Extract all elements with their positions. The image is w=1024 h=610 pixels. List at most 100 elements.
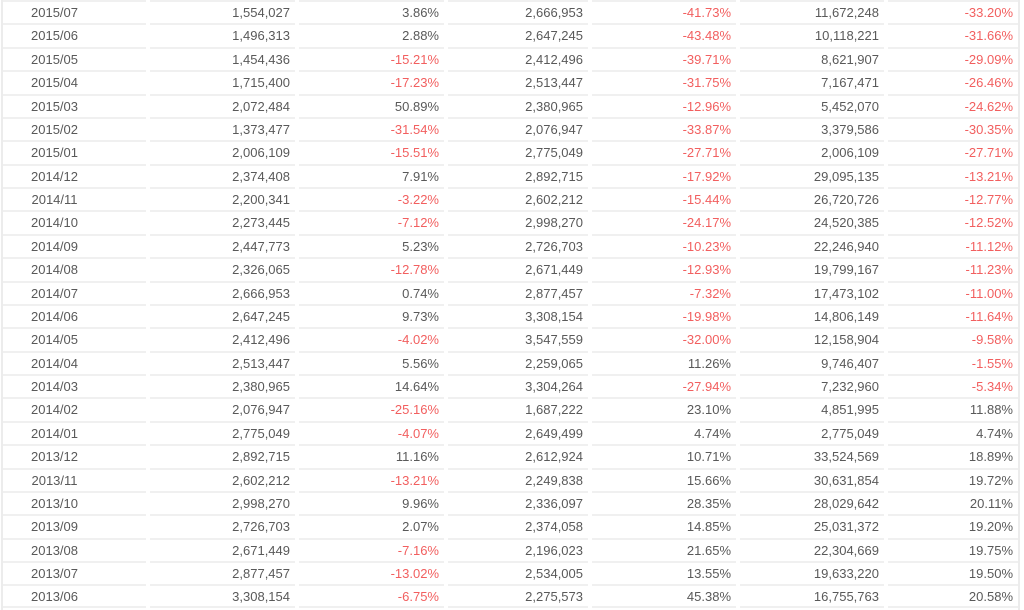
table-row: 2015/04 1,715,400 -17.23% 2,513,447 -31.… [3,70,1018,93]
date-cell: 2014/12 [3,163,146,187]
percent-cell-3: 11.88% [888,397,1018,420]
value-cell-2: 2,726,703 [448,233,588,257]
value-cell-1: 2,726,703 [150,514,295,537]
percent-cell-1: -7.12% [299,210,444,233]
value-cell-2: 2,374,058 [448,514,588,537]
value-cell-1: 2,602,212 [150,467,295,491]
table-row: 2014/02 2,076,947 -25.16% 1,687,222 23.1… [3,397,1018,420]
table-row: 2013/11 2,602,212 -13.21% 2,249,838 15.6… [3,467,1018,491]
date-cell: 2015/01 [3,140,146,163]
value-cell-2: 2,259,065 [448,350,588,374]
table-row: 2015/03 2,072,484 50.89% 2,380,965 -12.9… [3,93,1018,117]
date-cell: 2015/02 [3,116,146,140]
value-cell-1: 2,892,715 [150,444,295,467]
percent-cell-3: -13.21% [888,163,1018,187]
date-cell: 2014/01 [3,420,146,444]
value-cell-1: 2,326,065 [150,257,295,280]
percent-cell-3: 19.50% [888,561,1018,584]
value-cell-3: 9,746,407 [740,350,884,374]
value-cell-3: 16,755,763 [740,584,884,608]
percent-cell-1: 5.56% [299,350,444,374]
value-cell-1: 3,308,154 [150,584,295,608]
value-cell-2: 2,892,715 [448,163,588,187]
value-cell-2: 2,775,049 [448,140,588,163]
table-body: 2015/07 1,554,027 3.86% 2,666,953 -41.73… [3,0,1018,608]
table-row: 2014/05 2,412,496 -4.02% 3,547,559 -32.0… [3,327,1018,350]
value-cell-2: 2,612,924 [448,444,588,467]
value-cell-3: 4,851,995 [740,397,884,420]
percent-cell-2: -7.32% [592,280,736,304]
value-cell-2: 2,647,245 [448,23,588,46]
percent-cell-1: -15.51% [299,140,444,163]
percent-cell-1: -13.21% [299,467,444,491]
date-cell: 2013/11 [3,467,146,491]
percent-cell-2: 45.38% [592,584,736,608]
percent-cell-3: -1.55% [888,350,1018,374]
date-cell: 2014/05 [3,327,146,350]
value-cell-1: 2,998,270 [150,490,295,514]
percent-cell-2: 10.71% [592,444,736,467]
table-row: 2014/01 2,775,049 -4.07% 2,649,499 4.74%… [3,420,1018,444]
percent-cell-1: -12.78% [299,257,444,280]
percent-cell-3: 20.58% [888,584,1018,608]
percent-cell-2: -24.17% [592,210,736,233]
percent-cell-3: -24.62% [888,93,1018,117]
value-cell-3: 7,232,960 [740,374,884,397]
value-cell-3: 30,631,854 [740,467,884,491]
percent-cell-3: -33.20% [888,0,1018,23]
percent-cell-2: -33.87% [592,116,736,140]
table-row: 2013/06 3,308,154 -6.75% 2,275,573 45.38… [3,584,1018,608]
value-cell-2: 2,196,023 [448,537,588,561]
date-cell: 2014/11 [3,187,146,210]
value-cell-1: 2,374,408 [150,163,295,187]
value-cell-1: 2,666,953 [150,280,295,304]
table-row: 2013/09 2,726,703 2.07% 2,374,058 14.85%… [3,514,1018,537]
percent-cell-2: 21.65% [592,537,736,561]
percent-cell-2: 13.55% [592,561,736,584]
value-cell-1: 2,380,965 [150,374,295,397]
percent-cell-1: 0.74% [299,280,444,304]
date-cell: 2015/06 [3,23,146,46]
value-cell-1: 2,647,245 [150,303,295,327]
value-cell-1: 2,006,109 [150,140,295,163]
table-row: 2015/01 2,006,109 -15.51% 2,775,049 -27.… [3,140,1018,163]
percent-cell-3: -11.23% [888,257,1018,280]
value-cell-3: 25,031,372 [740,514,884,537]
percent-cell-1: 14.64% [299,374,444,397]
percent-cell-3: -31.66% [888,23,1018,46]
percent-cell-3: 19.20% [888,514,1018,537]
value-cell-1: 2,447,773 [150,233,295,257]
value-cell-2: 2,275,573 [448,584,588,608]
percent-cell-1: 3.86% [299,0,444,23]
value-cell-1: 1,715,400 [150,70,295,93]
value-cell-3: 12,158,904 [740,327,884,350]
value-cell-2: 2,336,097 [448,490,588,514]
percent-cell-3: -11.64% [888,303,1018,327]
percent-cell-2: 11.26% [592,350,736,374]
value-cell-1: 2,775,049 [150,420,295,444]
value-cell-3: 14,806,149 [740,303,884,327]
percent-cell-3: -12.77% [888,187,1018,210]
value-cell-3: 19,799,167 [740,257,884,280]
percent-cell-2: -15.44% [592,187,736,210]
date-cell: 2014/06 [3,303,146,327]
value-cell-2: 2,602,212 [448,187,588,210]
value-cell-2: 2,666,953 [448,0,588,23]
percent-cell-2: -32.00% [592,327,736,350]
value-cell-1: 2,671,449 [150,537,295,561]
date-cell: 2014/09 [3,233,146,257]
value-cell-1: 1,454,436 [150,46,295,70]
value-cell-3: 17,473,102 [740,280,884,304]
date-cell: 2014/03 [3,374,146,397]
value-cell-1: 2,076,947 [150,397,295,420]
percent-cell-2: -17.92% [592,163,736,187]
percent-cell-1: 50.89% [299,93,444,117]
percent-cell-3: -11.00% [888,280,1018,304]
percent-cell-2: 28.35% [592,490,736,514]
percent-cell-2: 23.10% [592,397,736,420]
percent-cell-1: -13.02% [299,561,444,584]
value-cell-3: 19,633,220 [740,561,884,584]
percent-cell-1: -25.16% [299,397,444,420]
percent-cell-2: -10.23% [592,233,736,257]
percent-cell-1: -4.07% [299,420,444,444]
